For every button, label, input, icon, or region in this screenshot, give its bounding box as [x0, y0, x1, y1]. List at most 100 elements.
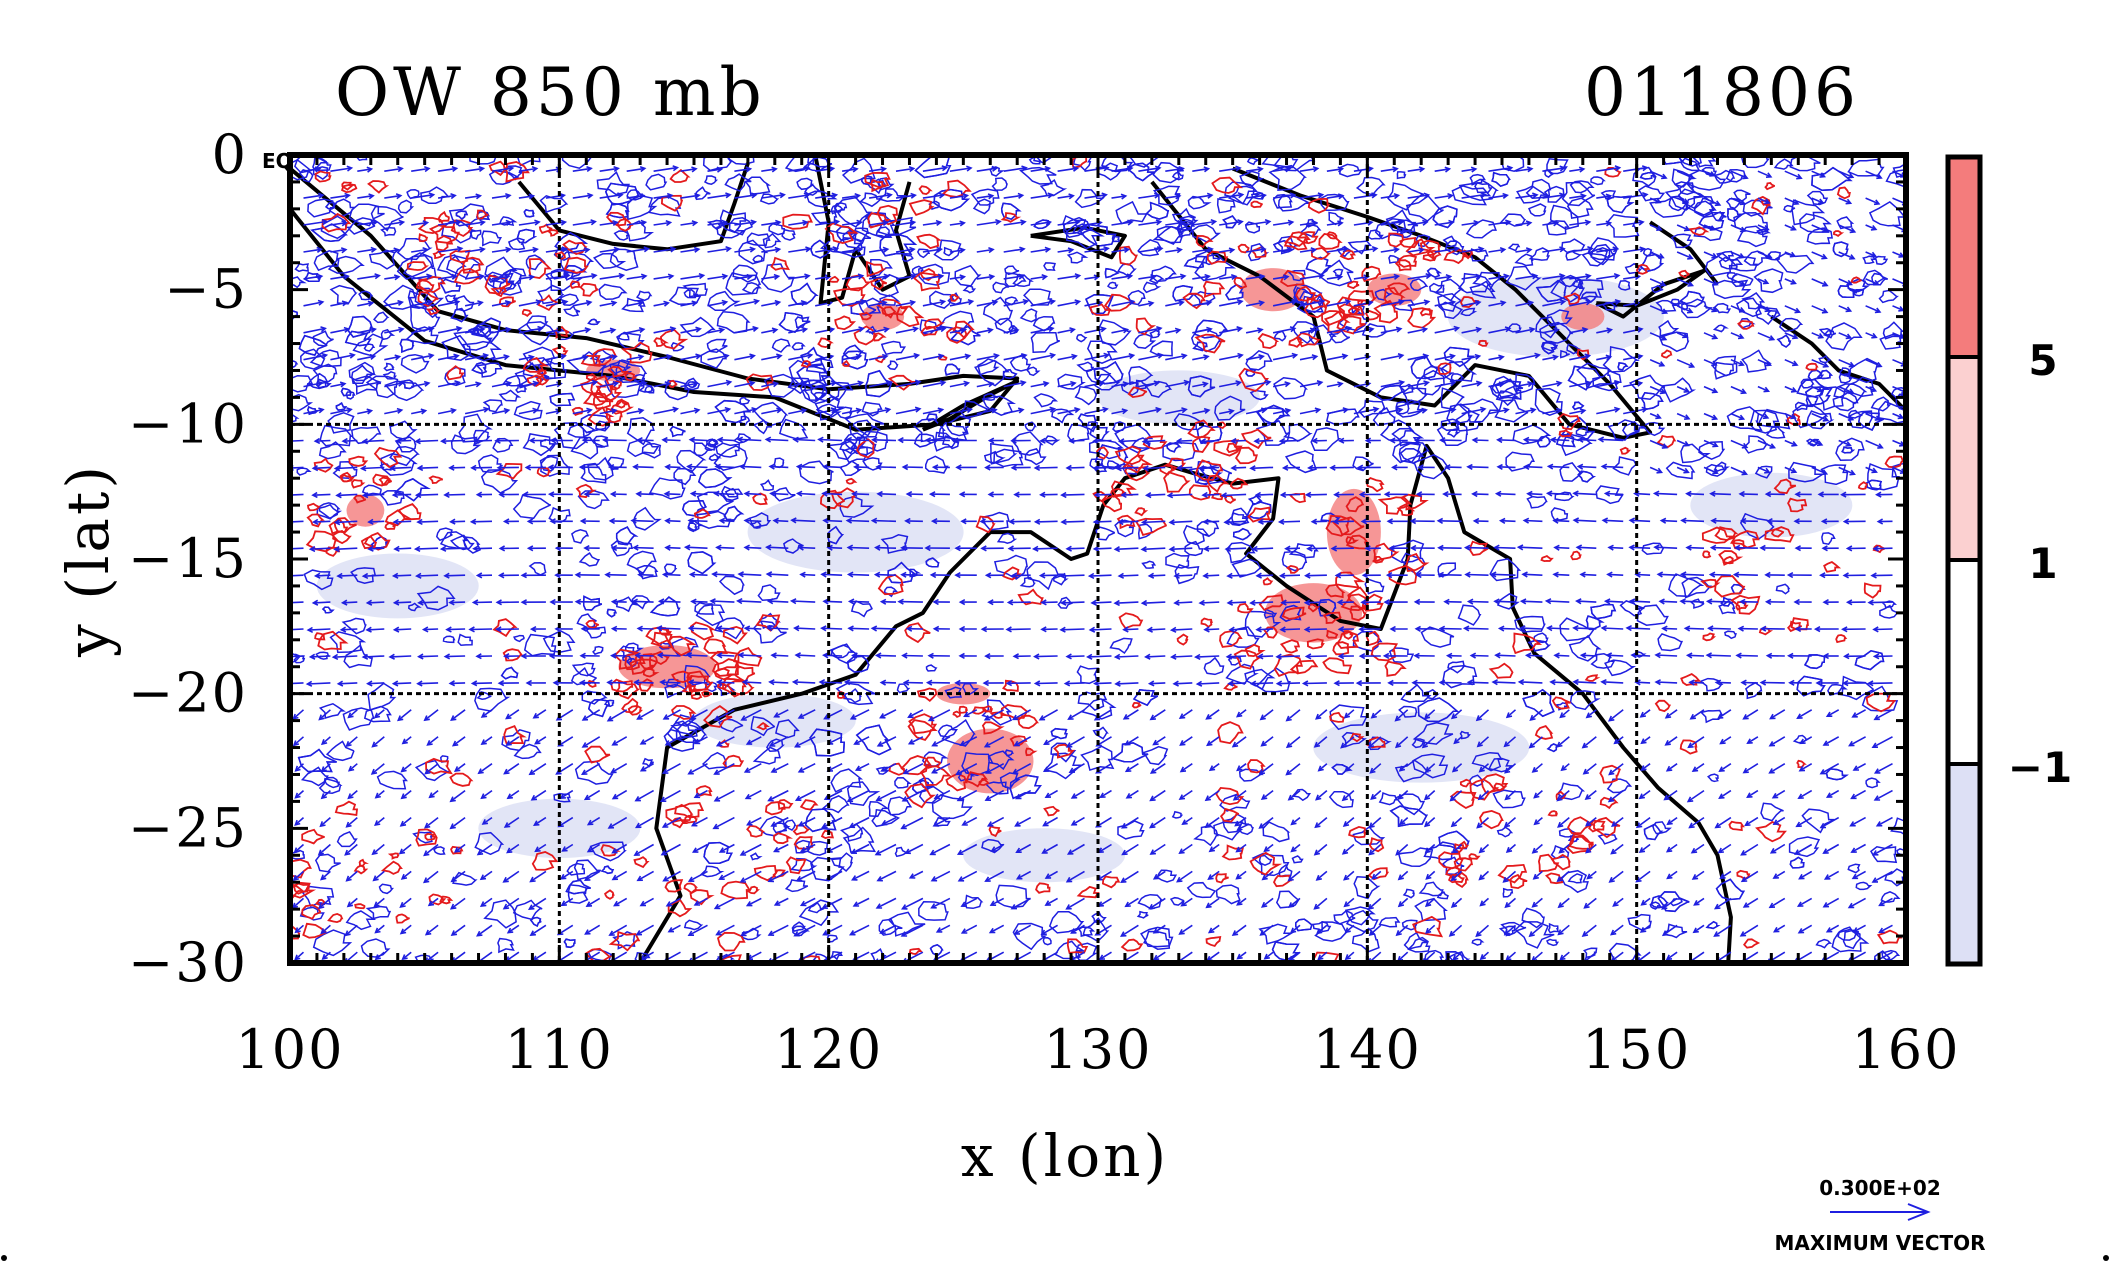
ow-contour: [587, 318, 601, 326]
ow-contour: [659, 328, 689, 350]
ow-contour: [1192, 341, 1208, 352]
ow-contour: [1800, 378, 1815, 389]
ow-contour: [762, 232, 782, 249]
wind-vector: [303, 301, 323, 307]
wind-vector-head: [667, 273, 675, 280]
ow-contour: [1516, 185, 1549, 204]
ow-contour: [970, 188, 1000, 206]
ow-contour: [1498, 213, 1527, 227]
ow-contour: [877, 188, 907, 202]
ow-contour: [703, 841, 733, 864]
wind-vector-head: [850, 848, 858, 854]
wind-vector: [505, 709, 520, 720]
ow-contour: [826, 934, 838, 943]
ow-contour: [1329, 704, 1368, 731]
wind-vector-head: [1203, 626, 1210, 633]
ow-contour: [945, 415, 972, 437]
ow-contour: [744, 176, 772, 196]
ow-contour: [463, 536, 482, 554]
wind-vector: [626, 194, 645, 199]
wind-vector: [895, 327, 918, 334]
wind-vector: [1521, 600, 1543, 603]
wind-vector-head: [855, 353, 863, 360]
wind-vector-head: [1358, 626, 1365, 633]
ow-contour: [475, 362, 503, 378]
wind-vector: [415, 547, 439, 550]
wind-vector-head: [880, 766, 887, 772]
wind-vector: [1201, 439, 1220, 443]
wind-vector-head: [959, 220, 966, 227]
wind-vector: [1369, 816, 1382, 828]
ow-contour: [309, 349, 342, 367]
wind-vector-head: [990, 846, 997, 852]
ow-contour: [716, 931, 746, 952]
wind-vector-head: [1605, 220, 1613, 227]
wind-vector: [1067, 547, 1085, 550]
ow-contour: [1076, 333, 1088, 343]
wind-vector: [1578, 438, 1597, 442]
ow-contour: [1279, 639, 1301, 654]
wind-vector-head: [1048, 326, 1055, 333]
wind-vector: [1569, 328, 1588, 334]
wind-vector: [788, 328, 807, 334]
wind-vector-head: [528, 193, 536, 200]
ow-contour: [1114, 445, 1145, 466]
wind-vector-head: [1522, 436, 1530, 443]
wind-vector: [662, 439, 681, 442]
wind-vector-head: [1451, 847, 1458, 854]
wind-vector: [428, 897, 439, 906]
wind-vector-head: [535, 299, 543, 306]
wind-vector-head: [1607, 715, 1615, 722]
wind-vector: [694, 789, 708, 798]
ow-contour: [1461, 249, 1474, 260]
ow-contour: [1165, 552, 1190, 569]
ow-contour: [682, 282, 708, 298]
wind-vector: [1111, 275, 1132, 280]
wind-vector: [818, 438, 843, 442]
wind-vector: [584, 789, 601, 800]
wind-vector: [367, 601, 385, 604]
wind-vector-head: [344, 930, 351, 937]
wind-vector-head: [1605, 193, 1613, 200]
ow-contour: [1657, 891, 1690, 913]
wind-vector: [694, 897, 708, 906]
wind-vector-head: [1341, 795, 1348, 802]
ow-contour: [1345, 536, 1360, 545]
wind-vector-head: [800, 300, 808, 307]
wind-vector: [1343, 816, 1355, 827]
wind-vector-head: [374, 792, 381, 799]
wind-vector-head: [294, 927, 301, 934]
wind-vector: [450, 816, 466, 829]
wind-vector: [976, 382, 994, 388]
wind-vector-head: [1425, 873, 1432, 880]
wind-vector: [961, 897, 978, 907]
wind-vector: [1099, 951, 1112, 960]
wind-vector: [335, 466, 358, 470]
wind-vector-head: [939, 380, 947, 387]
wind-vector: [653, 382, 670, 388]
wind-vector-head: [900, 931, 908, 937]
wind-vector: [504, 816, 520, 828]
wind-vector: [1111, 382, 1128, 388]
ow-contour: [1309, 292, 1331, 311]
negative-ow-area: [316, 553, 479, 619]
ow-contour: [1000, 704, 1030, 719]
ow-contour: [1654, 699, 1672, 713]
ow-contour: [528, 561, 547, 576]
wind-vector-head: [1393, 246, 1400, 254]
wind-vector: [795, 736, 816, 748]
wind-vector: [1649, 224, 1662, 231]
ow-contour: [1818, 355, 1831, 364]
wind-vector-head: [909, 219, 917, 226]
wind-vector: [680, 409, 700, 415]
wind-vector-head: [1011, 768, 1019, 775]
wind-vector: [531, 789, 547, 801]
wind-vector: [734, 408, 757, 415]
ow-contour: [1760, 802, 1784, 822]
wind-vector: [637, 870, 654, 881]
wind-vector-head: [1041, 848, 1048, 854]
wind-vector-head: [581, 742, 589, 748]
wind-vector-head: [604, 571, 611, 578]
ow-contour: [609, 399, 635, 415]
wind-vector-head: [1141, 438, 1149, 445]
